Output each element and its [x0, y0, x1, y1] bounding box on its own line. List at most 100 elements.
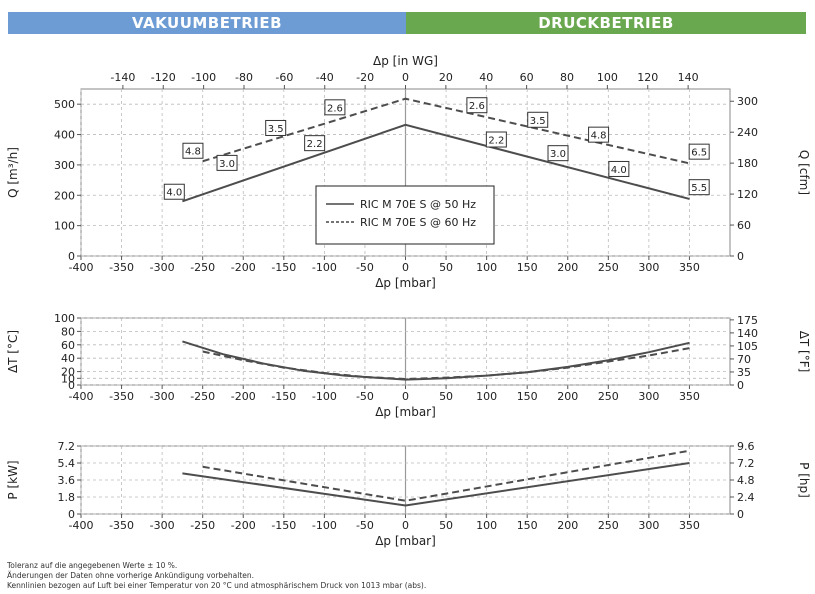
chart1-toptick-label: 40	[479, 71, 493, 84]
chart3-xtick-label: 50	[439, 519, 453, 532]
chart3-rtick-label: 4.8	[737, 474, 755, 487]
chart1-toptick-label: 0	[402, 71, 409, 84]
chart1-annotation-label: 3.5	[530, 116, 546, 127]
chart1-rtick-label: 0	[737, 250, 744, 263]
chart2-xtick-label: 250	[598, 390, 619, 403]
chart2-xtick-label: 350	[679, 390, 700, 403]
legend-box	[315, 185, 495, 245]
chart1-ytick-label: 400	[54, 129, 75, 142]
chart1-ytick-label: 300	[54, 159, 75, 172]
chart1-annotation-label: 4.8	[591, 131, 607, 142]
chart1-xtick-label: 300	[638, 261, 659, 274]
chart3-ytick-label: 0	[68, 508, 75, 521]
chart2-ytick-label: 20	[61, 366, 75, 379]
chart1-toptick-label: 60	[520, 71, 534, 84]
chart1-series-50hz-line	[182, 123, 690, 203]
chart1-annotation-box	[547, 145, 569, 162]
chart1-xtick-label: 350	[679, 261, 700, 274]
chart1-annotation-box	[588, 126, 610, 143]
chart1-xtick-label: -100	[312, 261, 337, 274]
chart1-toptick-label: -140	[110, 71, 135, 84]
chart3-y-right-axis-title: P [hp]	[797, 462, 811, 498]
chart1-annotation-box	[265, 119, 287, 136]
chart1-xtick-label: 200	[557, 261, 578, 274]
chart3-xtick-label: -50	[356, 519, 374, 532]
chart2-rtick-label: 140	[737, 327, 758, 340]
chart1-xtick-label: -350	[109, 261, 134, 274]
chart1-xtick-label: 0	[402, 261, 409, 274]
chart1-toptick-label: -100	[191, 71, 216, 84]
chart2-xtick-label: -50	[356, 390, 374, 403]
chart1-ytick-label: 100	[54, 220, 75, 233]
chart3-ytick-label: 7.2	[58, 440, 76, 453]
chart2-xtick-label: -100	[312, 390, 337, 403]
chart1-toptick-label: 140	[678, 71, 699, 84]
chart1-annotation-label: 2.6	[327, 103, 343, 114]
chart1-xtick-label: 50	[439, 261, 453, 274]
chart1-rtick-label: 300	[737, 95, 758, 108]
chart3-y-axis-title: P [kW]	[6, 460, 20, 499]
chart2-xtick-label: -400	[69, 390, 94, 403]
chart1-xtick-label: -150	[271, 261, 296, 274]
chart3-xtick-label: -150	[271, 519, 296, 532]
chart1-annotation-label: 4.0	[166, 188, 182, 199]
chart3-ytick-label: 3.6	[58, 474, 76, 487]
chart1-annotation-box	[527, 111, 549, 128]
chart1-annotation-label: 2.2	[488, 136, 504, 147]
chart3-xtick-label: 300	[638, 519, 659, 532]
chart1-rtick-label: 240	[737, 126, 758, 139]
chart1-annotation-box	[688, 143, 710, 160]
chart3-xtick-label: -300	[150, 519, 175, 532]
footnote-changes: Änderungen der Daten ohne vorherige Ankü…	[7, 571, 255, 580]
chart2-y-right-axis-title: ΔT [°F]	[797, 331, 811, 373]
chart2-y-axis-title: ΔT [°C]	[6, 330, 20, 373]
chart1-ytick-label: 200	[54, 189, 75, 202]
legend-label-50hz: RIC M 70E S @ 50 Hz	[360, 198, 476, 211]
chart1-toptick-label: 100	[597, 71, 618, 84]
chart1-rtick-label: 120	[737, 188, 758, 201]
chart1-toptick-label: 120	[637, 71, 658, 84]
chart1-xtick-label: 150	[517, 261, 538, 274]
chart1-xtick-label: -200	[231, 261, 256, 274]
chart2-xtick-label: 150	[517, 390, 538, 403]
chart3-rtick-label: 2.4	[737, 491, 755, 504]
chart1-rtick-label: 180	[737, 157, 758, 170]
chart1-xtick-label: -250	[190, 261, 215, 274]
chart3-xtick-label: -250	[190, 519, 215, 532]
chart2-xtick-label: 50	[439, 390, 453, 403]
chart2-xtick-label: 0	[402, 390, 409, 403]
chart3-series-50hz-line	[182, 462, 690, 507]
chart2-ytick-label: 60	[61, 339, 75, 352]
chart1-toptick-label: -20	[356, 71, 374, 84]
chart2-rtick-label: 105	[737, 340, 758, 353]
chart1-y-axis-title: Q [m³/h]	[6, 147, 20, 198]
chart1-annotation-label: 2.2	[307, 139, 323, 150]
chart3-rtick-label: 7.2	[737, 457, 755, 470]
chart2-ytick-label: 40	[61, 352, 75, 365]
chart3-xtick-label: 350	[679, 519, 700, 532]
chart1-annotation-box	[485, 131, 507, 148]
chart2-xtick-label: 300	[638, 390, 659, 403]
chart1-annotation-label: 4.0	[611, 165, 627, 176]
chart2-xtick-label: 200	[557, 390, 578, 403]
chart1-annotation-label: 6.5	[691, 148, 707, 159]
chart1-annotation-label: 3.0	[219, 159, 235, 170]
chart1-annotation-box	[688, 179, 710, 196]
chart3-xtick-label: 200	[557, 519, 578, 532]
chart2-xtick-label: 100	[476, 390, 497, 403]
footnote-tolerance: Toleranz auf die angegebenen Werte ± 10 …	[7, 561, 178, 570]
chart3-xtick-label: -400	[69, 519, 94, 532]
chart3-xtick-label: 0	[402, 519, 409, 532]
chart1-annotation-label: 3.0	[550, 149, 566, 160]
legend-label-60hz: RIC M 70E S @ 60 Hz	[360, 216, 476, 229]
chart1-annotation-box	[304, 135, 326, 152]
chart2-rtick-label: 35	[737, 366, 751, 379]
chart2-ytick-label: 0	[68, 379, 75, 392]
chart3-x-axis-title: Δp [mbar]	[375, 534, 436, 548]
vacuum-mode-banner: VAKUUMBETRIEB	[8, 12, 406, 34]
chart1-ytick-label: 500	[54, 98, 75, 111]
chart1-annotation-box	[163, 183, 185, 200]
chart3-series-60hz-line	[202, 449, 690, 502]
footnote-conditions: Kennlinien bezogen auf Luft bei einer Te…	[7, 581, 427, 590]
chart1-annotation-label: 3.5	[268, 124, 284, 135]
